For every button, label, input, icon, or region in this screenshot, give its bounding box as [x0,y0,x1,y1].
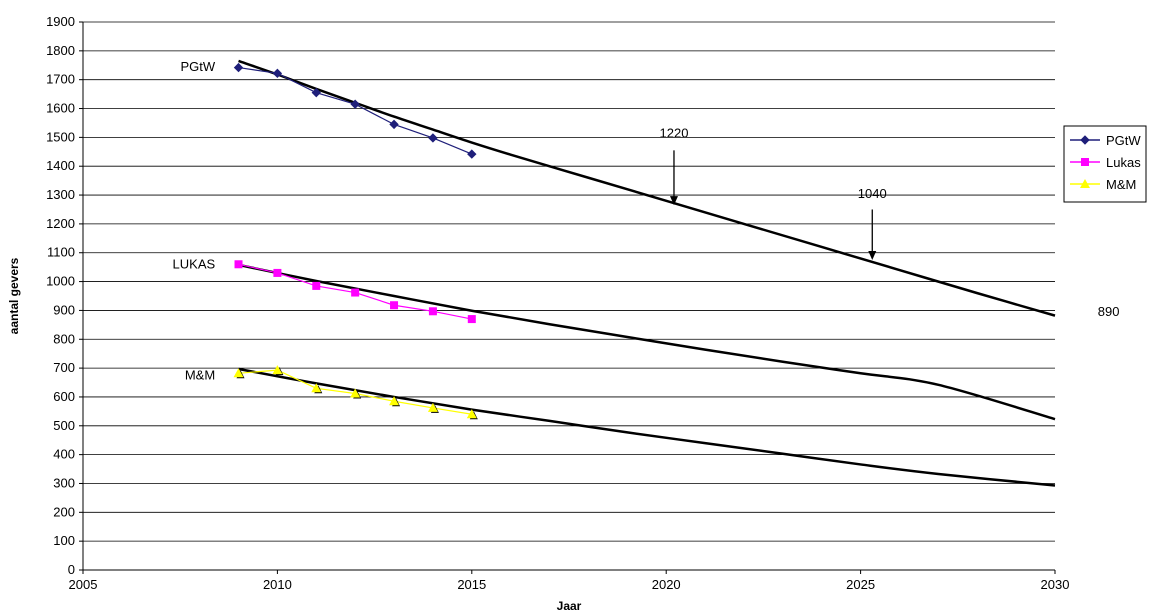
series-label: M&M [185,368,215,383]
legend-label: M&M [1106,177,1136,192]
data-point-pgtw [233,62,244,73]
y-tick-label: 700 [53,360,75,375]
trendline-lukas [238,263,1056,421]
data-point-lukas [351,288,360,297]
series-label: LUKAS [173,257,216,272]
y-tick-label: 600 [53,389,75,404]
trendlines [238,59,1056,487]
y-tick-label: 800 [53,331,75,346]
x-tick-label: 2010 [263,577,292,592]
data-point-pgtw [467,149,477,159]
data-point-mm [311,383,322,393]
legend: PGtW Lukas M&M [1063,125,1147,203]
legend-marker [1080,179,1090,188]
x-tick-label: 2005 [69,577,98,592]
legend-label: Lukas [1106,155,1141,170]
y-tick-label: 1400 [46,158,75,173]
y-tick-label: 0 [68,562,75,577]
legend-label: PGtW [1106,133,1141,148]
data-point-mm [389,396,400,406]
y-axis-title: aantal gevers [7,257,21,334]
x-tick-label: 2025 [846,577,875,592]
legend-box [1063,125,1147,203]
y-tick-label: 900 [53,302,75,317]
y-tick-label: 1900 [46,14,75,29]
annotation-arrow-head [868,250,877,260]
data-point-mm [466,409,477,419]
y-tick-label: 300 [53,475,75,490]
gridlines [83,21,1055,542]
trendline-pgtw [238,59,1056,317]
data-point-lukas [273,268,282,277]
data-point-mm [233,368,244,378]
annotations: PGtW LUKAS M&M 1220 1040 890 [173,59,1120,383]
series-label: PGtW [181,59,216,74]
plot-area-background [83,22,1055,570]
y-tick-label: 1000 [46,274,75,289]
data-point-pgtw [389,119,399,130]
trendline-mm [238,367,1056,487]
y-tick-label: 1700 [46,72,75,87]
y-tick-label: 1500 [46,129,75,144]
y-tick-label: 1800 [46,43,75,58]
y-tick-label: 500 [53,418,75,433]
data-point-lukas [390,301,399,310]
y-tick-label: 100 [53,533,75,548]
annotation-label: 1040 [858,186,887,201]
y-tick-label: 400 [53,447,75,462]
data-markers [233,62,478,420]
data-point-pgtw [272,68,283,79]
data-point-mm [427,402,438,412]
data-point-lukas [467,315,476,324]
data-point-pgtw [311,87,321,98]
legend-marker [1080,135,1090,145]
x-tick-label: 2030 [1041,577,1070,592]
legend-marker [1081,158,1089,166]
data-point-lukas [234,260,243,269]
y-tick-label: 1600 [46,101,75,116]
data-point-mm [350,388,361,398]
data-point-lukas [312,281,321,290]
y-tick-label: 1200 [46,216,75,231]
x-tick-label: 2020 [652,577,681,592]
y-tick-label: 1300 [46,187,75,202]
data-point-lukas [428,307,437,316]
y-tick-label: 1100 [47,245,75,260]
x-axis-ticks: 2005 2010 2015 2020 2025 2030 [69,570,1070,592]
y-axis-ticks: 0 100 200 300 400 500 600 700 800 900 1000 1100 1200… [46,14,83,577]
x-tick-label: 2015 [457,577,486,592]
data-point-mm [272,365,283,375]
x-axis-title: Jaar [557,599,582,612]
data-point-pgtw [350,99,360,109]
annotation-label: 1220 [660,125,689,140]
y-tick-label: 200 [53,504,75,519]
annotation-label: 890 [1098,304,1120,319]
annotation-arrow-head [669,196,678,206]
data-point-pgtw [428,133,438,143]
